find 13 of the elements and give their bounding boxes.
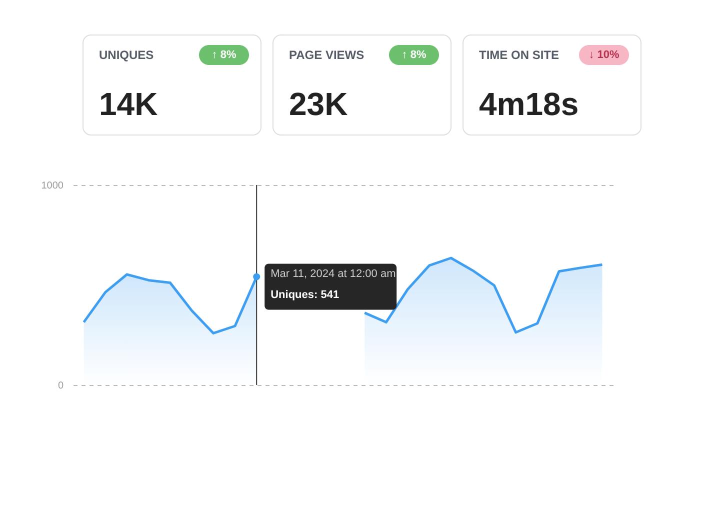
y-tick-label: 1000 — [41, 180, 64, 192]
text: 4m18s — [479, 86, 579, 122]
text: PAGE VIEWS — [289, 48, 364, 62]
text: 23K — [289, 86, 348, 122]
y-tick-label: 0 — [58, 380, 64, 392]
text: ↑ 8% — [402, 49, 426, 61]
text: 14K — [99, 86, 158, 122]
annotation: Mar 11, 2024 at 12:00 am — [270, 268, 396, 280]
text: ↑ 8% — [212, 49, 236, 61]
text: UNIQUES — [99, 48, 154, 62]
text: TIME ON SITE — [479, 48, 560, 62]
text: ↓ 10% — [588, 49, 620, 61]
annotation: Uniques: 541 — [270, 288, 340, 301]
